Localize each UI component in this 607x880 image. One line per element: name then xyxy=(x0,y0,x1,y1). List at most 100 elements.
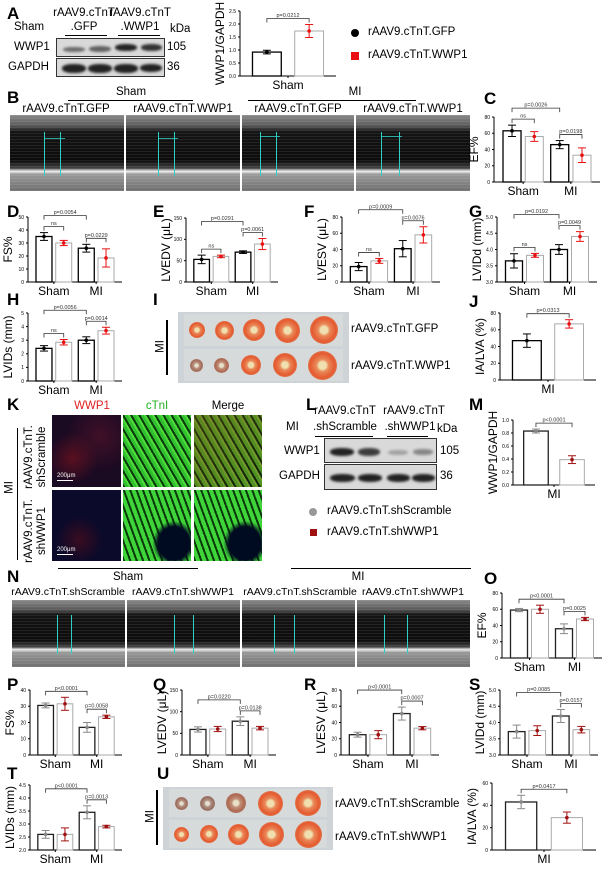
echo-n-group-mi: MI xyxy=(351,571,365,583)
mean-marker xyxy=(84,338,89,342)
mean-marker xyxy=(63,832,67,837)
echo-b-label: rAAV9.cTnT.WWP1 xyxy=(133,103,233,115)
p-value-label: p=0.0009 xyxy=(369,204,392,210)
x-tick-label: MI xyxy=(243,757,256,771)
bar xyxy=(554,323,585,381)
x-tick-label: Sham xyxy=(192,757,223,771)
mean-marker xyxy=(578,234,582,239)
blot-l-gapdh-image xyxy=(324,464,437,490)
if-k-col-ctni: cTnI xyxy=(145,400,169,412)
y-tick-label: 0 xyxy=(495,656,498,662)
x-tick-label: Sham xyxy=(38,383,69,397)
y-tick-label: 40 xyxy=(331,720,337,726)
x-tick-label: MI xyxy=(246,284,259,298)
mean-marker xyxy=(104,824,109,829)
panel-letter-r: R xyxy=(304,675,317,694)
y-tick-label: 0 xyxy=(21,379,24,385)
x-tick-label: Sham xyxy=(40,852,71,866)
y-tick-label: 4.0 xyxy=(489,720,496,726)
y-tick-label: 0.6 xyxy=(502,444,509,450)
echo-image xyxy=(242,115,354,191)
y-tick-label: 20 xyxy=(331,737,337,743)
significance-bracket xyxy=(85,237,107,243)
y-tick-label: 0 xyxy=(179,280,182,286)
p-value-label: p=0.0025 xyxy=(563,606,586,612)
y-axis-label: LVEDV (μL) xyxy=(159,218,173,281)
y-tick-label: 80 xyxy=(492,591,498,597)
chart-d: 0 10 20 30 40 50 FS% Sham MI ns p=0.0229 p=0.0054 xyxy=(1,210,122,298)
p-value-label: p=0.0192 xyxy=(525,209,548,215)
y-tick-label: 80 xyxy=(484,115,490,121)
x-tick-label: MI xyxy=(406,284,419,298)
ttc-u-side-label: MI xyxy=(144,810,157,823)
blot-a-unit: kDa xyxy=(170,23,191,35)
bar xyxy=(572,729,591,756)
mean-marker xyxy=(558,714,563,718)
side-bar xyxy=(166,320,168,375)
bar xyxy=(550,143,570,183)
blot-l-kda-105: 105 xyxy=(440,445,460,457)
panel-letter-d: D xyxy=(7,202,20,221)
echo-n-group-sham: Sham xyxy=(112,571,144,583)
y-tick-label: 0.2 xyxy=(502,470,509,476)
mean-marker xyxy=(570,457,574,462)
y-tick-label: 20 xyxy=(492,640,498,646)
group-underline xyxy=(65,35,107,37)
y-tick-label: 3.5 xyxy=(19,809,26,815)
x-tick-label: MI xyxy=(541,382,554,396)
if-image-wwp1: 200μm xyxy=(52,415,121,487)
y-tick-label: 0.4 xyxy=(502,457,509,463)
p-value-label: p<0.0001 xyxy=(368,685,391,691)
significance-bracket xyxy=(43,333,65,338)
echo-n-label: rAAV9.cTnT.shScramble xyxy=(243,586,357,598)
p-value-label: p=0.0026 xyxy=(524,103,547,109)
bar xyxy=(526,254,544,283)
blot-l-kda-36: 36 xyxy=(440,470,453,482)
panel-letter-t: T xyxy=(7,764,18,783)
panel-letter-o: O xyxy=(484,569,498,588)
significance-bracket xyxy=(526,313,570,318)
y-tick-label: 20 xyxy=(490,361,496,367)
y-tick-label: 100 xyxy=(174,237,183,243)
significance-bracket xyxy=(239,710,261,715)
panel-letter-s: S xyxy=(469,675,481,694)
ttc-i-row-label: rAAV9.cTnT.WWP1 xyxy=(351,360,451,372)
blot-a-condition: Sham xyxy=(14,21,45,33)
p-value-label: p=0.0212 xyxy=(276,13,299,19)
y-tick-label: 60 xyxy=(490,328,496,334)
y-tick-label: 20 xyxy=(20,720,26,726)
y-tick-label: 3.0 xyxy=(486,280,493,286)
blot-a-group2-line2: .WWP1 xyxy=(120,21,160,33)
y-axis-label: IA/LVA (%) xyxy=(473,318,487,375)
p-value-label: p=0.0220 xyxy=(208,694,231,700)
y-tick-label: 0 xyxy=(21,280,24,286)
x-tick-label: MI xyxy=(90,852,103,866)
mean-marker xyxy=(420,726,425,730)
if-image-ctni xyxy=(123,490,191,561)
bar xyxy=(234,251,252,283)
y-tick-label: 4.5 xyxy=(486,231,493,237)
panel-letter-l: L xyxy=(306,395,317,414)
y-tick-label: 0 xyxy=(487,180,490,186)
bar xyxy=(77,247,95,283)
y-tick-label: 40 xyxy=(482,803,488,809)
legend-item-gfp: rAAV9.cTnT.GFP xyxy=(368,26,456,38)
if-k-row1-line1: rAAV9.cTnT. xyxy=(23,425,35,489)
mean-marker xyxy=(376,732,381,737)
bar xyxy=(97,330,115,382)
y-tick-label: 100 xyxy=(170,709,179,715)
blot-l-unit: kDa xyxy=(437,423,458,435)
y-axis-label: IA/LVA (%) xyxy=(465,788,479,845)
bar xyxy=(55,242,73,283)
y-axis-label: WWP1/GAPDH xyxy=(486,411,500,494)
if-k-col-wwp1: WWP1 xyxy=(74,400,110,412)
bar xyxy=(524,136,544,183)
ttc-i-side-label: MI xyxy=(154,340,167,353)
significance-bracket xyxy=(401,700,423,706)
bar xyxy=(209,728,227,756)
significance-bracket xyxy=(518,598,565,604)
echo-b-label: rAAV9.cTnT.GFP xyxy=(22,103,110,115)
